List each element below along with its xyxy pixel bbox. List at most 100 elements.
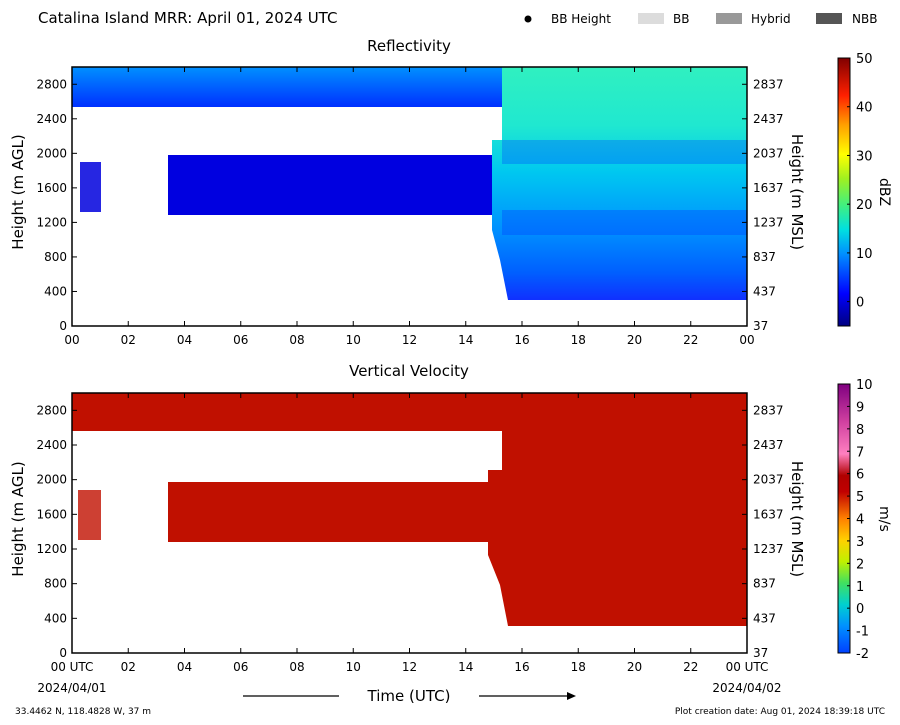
figure-title: Catalina Island MRR: April 01, 2024 UTC [38, 9, 337, 27]
colorbar-tick-label: 20 [856, 198, 873, 213]
vel-patch-early [78, 490, 101, 540]
colorbar-tick-label: 3 [856, 535, 864, 550]
colorbar-tick-label: 2 [856, 557, 864, 572]
x-tick-label: 00 [64, 333, 79, 347]
y-tick-label: 800 [44, 577, 67, 591]
y2-tick-label: 437 [753, 284, 776, 298]
x-tick-label: 18 [571, 660, 586, 674]
velocity-ylabel: Height (m AGL) [9, 461, 27, 576]
y-tick-label: 0 [59, 646, 67, 660]
legend-hybrid: Hybrid [751, 12, 791, 26]
colorbar-tick-label: 10 [856, 247, 873, 262]
y-tick-label: 1600 [36, 507, 67, 521]
refl-band-2 [502, 210, 747, 235]
refl-mid-layer [168, 155, 494, 215]
y-tick-label: 1600 [36, 181, 67, 195]
x-tick-label: 12 [402, 333, 417, 347]
colorbar-tick-label: 40 [856, 101, 873, 116]
reflectivity-title: Reflectivity [367, 37, 451, 55]
x-tick-label: 00 UTC [726, 660, 769, 674]
y2-tick-label: 2837 [753, 403, 784, 417]
date-end: 2024/04/02 [712, 681, 781, 695]
colorbar-tick-label: -1 [856, 625, 869, 640]
colorbar-tick-label: 8 [856, 423, 864, 438]
refl-upper-layer [72, 67, 502, 107]
x-tick-label: 14 [458, 660, 473, 674]
reflectivity-y2label: Height (m MSL) [788, 134, 806, 250]
y2-tick-label: 2437 [753, 438, 784, 452]
y-tick-label: 2000 [36, 473, 67, 487]
colorbar-tick-label: 10 [856, 378, 873, 393]
velocity-cb-label: m/s [876, 506, 892, 532]
x-tick-label: 22 [683, 660, 698, 674]
refl-precip-region [492, 67, 747, 300]
y2-tick-label: 37 [753, 646, 768, 660]
x-tick-label: 00 UTC [51, 660, 94, 674]
legend-bb-height: BB Height [551, 12, 611, 26]
reflectivity-field [72, 67, 747, 300]
reflectivity-panel: Reflectivity 00 02 04 06 08 10 12 14 16 18 20 22 000… [9, 37, 892, 347]
y-tick-label: 2000 [36, 146, 67, 160]
x-tick-label: 20 [627, 333, 642, 347]
y2-tick-label: 2037 [753, 146, 784, 160]
y2-tick-label: 37 [753, 319, 768, 333]
x-tick-label: 02 [121, 660, 136, 674]
y-tick-label: 1200 [36, 215, 67, 229]
colorbar-tick-label: 30 [856, 149, 873, 164]
bb-swatch [638, 13, 664, 24]
x-tick-label: 10 [346, 333, 361, 347]
refl-patch-early [80, 162, 101, 212]
legend-nbb: NBB [852, 12, 877, 26]
x-tick-label: 16 [514, 660, 529, 674]
x-tick-label: 12 [402, 660, 417, 674]
x-tick-label: 04 [177, 333, 192, 347]
station-coordinates: 33.4462 N, 118.4828 W, 37 m [15, 707, 151, 717]
reflectivity-colorbar [837, 57, 851, 327]
y2-tick-label: 1237 [753, 215, 784, 229]
colorbar-tick-label: 7 [856, 445, 864, 460]
date-start: 2024/04/01 [37, 681, 106, 695]
colorbar-tick-label: -2 [856, 647, 869, 662]
time-xlabel: Time (UTC) [367, 687, 451, 705]
colorbar-tick-label: 0 [856, 296, 864, 311]
x-tick-label: 18 [571, 333, 586, 347]
x-tick-label: 14 [458, 333, 473, 347]
vel-mid-layer [168, 482, 494, 542]
x-tick-label: 08 [289, 333, 304, 347]
colorbar-tick-label: 1 [856, 580, 864, 595]
header-legend: BB Height BB Hybrid NBB [524, 12, 877, 26]
x-tick-label: 10 [346, 660, 361, 674]
colorbar-tick-label: 50 [856, 52, 873, 67]
y2-tick-label: 1637 [753, 181, 784, 195]
nbb-swatch [816, 13, 842, 24]
y2-tick-label: 437 [753, 611, 776, 625]
colorbar-tick-label: 9 [856, 400, 864, 415]
vel-upper-layer [72, 393, 502, 431]
y-tick-label: 2800 [36, 77, 67, 91]
x-tick-label: 04 [177, 660, 192, 674]
bb-height-marker [524, 15, 532, 23]
y2-tick-label: 837 [753, 250, 776, 264]
x-tick-label: 08 [289, 660, 304, 674]
y-tick-label: 1200 [36, 542, 67, 556]
velocity-field [72, 393, 747, 626]
hybrid-swatch [716, 13, 742, 24]
y-tick-label: 2400 [36, 438, 67, 452]
y-tick-label: 400 [44, 284, 67, 298]
y2-tick-label: 2037 [753, 473, 784, 487]
y2-tick-label: 2437 [753, 112, 784, 126]
refl-band-1 [502, 140, 747, 164]
colorbar-tick-label: 6 [856, 468, 864, 483]
y2-tick-label: 837 [753, 577, 776, 591]
x-tick-label: 20 [627, 660, 642, 674]
time-arrow-head [567, 692, 576, 700]
y2-tick-label: 2837 [753, 77, 784, 91]
x-tick-label: 00 [739, 333, 754, 347]
y-tick-label: 800 [44, 250, 67, 264]
y-tick-label: 2400 [36, 112, 67, 126]
legend-bb: BB [673, 12, 689, 26]
plot-creation-date: Plot creation date: Aug 01, 2024 18:39:1… [675, 707, 885, 717]
colorbar-tick-label: 0 [856, 602, 864, 617]
reflectivity-ylabel: Height (m AGL) [9, 134, 27, 249]
